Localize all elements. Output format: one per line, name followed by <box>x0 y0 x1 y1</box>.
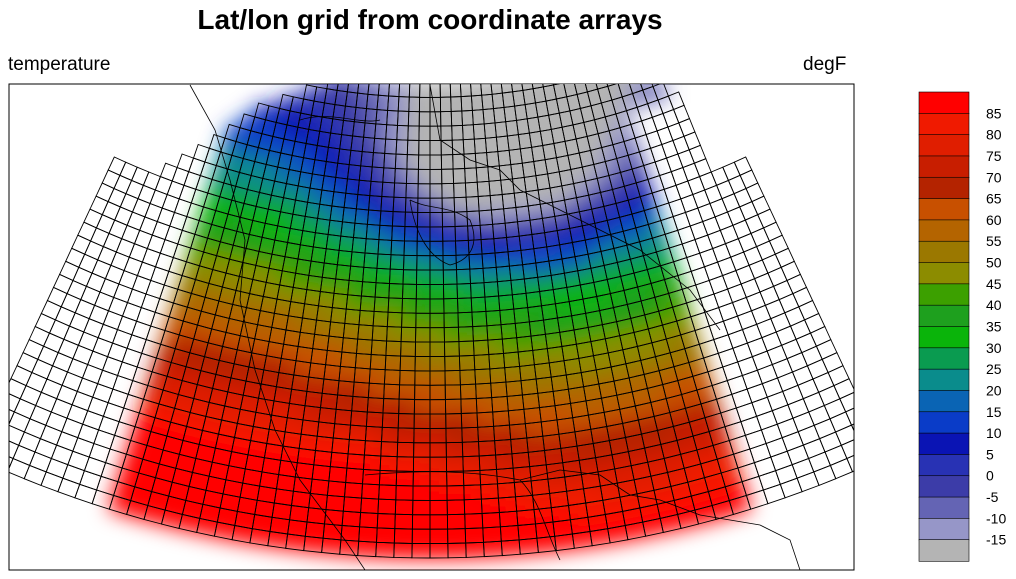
colorbar-swatch <box>918 411 970 434</box>
colorbar-swatch <box>918 326 970 349</box>
colorbar-label: 75 <box>986 148 1002 164</box>
colorbar: 8580757065605550454035302520151050-5-10-… <box>918 91 1006 562</box>
colorbar-swatch <box>918 432 970 456</box>
colorbar-label: 5 <box>986 446 994 462</box>
variable-label: temperature <box>8 54 111 75</box>
colorbar-label: 80 <box>986 127 1002 143</box>
colorbar-swatch <box>918 368 970 392</box>
colorbar-label: 40 <box>986 297 1002 313</box>
colorbar-label: -10 <box>986 510 1006 526</box>
colorbar-label: -15 <box>986 532 1006 548</box>
plot-title: Lat/lon grid from coordinate arrays <box>197 4 663 35</box>
colorbar-label: 55 <box>986 233 1002 249</box>
colorbar-swatch <box>918 219 970 242</box>
colorbar-label: 30 <box>986 340 1002 356</box>
colorbar-swatch <box>918 347 970 370</box>
colorbar-swatch <box>918 518 970 541</box>
colorbar-label: 0 <box>986 468 994 484</box>
colorbar-label: 50 <box>986 255 1002 271</box>
colorbar-swatch <box>918 283 970 306</box>
colorbar-swatch <box>918 496 970 519</box>
colorbar-label: 15 <box>986 404 1002 420</box>
colorbar-label: 65 <box>986 191 1002 207</box>
colorbar-swatch <box>918 176 970 200</box>
colorbar-swatch <box>918 475 970 498</box>
colorbar-swatch <box>918 454 970 477</box>
colorbar-swatch <box>918 113 970 136</box>
colorbar-swatch <box>918 198 970 221</box>
colorbar-label: 25 <box>986 361 1002 377</box>
colorbar-swatch <box>918 539 970 562</box>
colorbar-swatch <box>918 134 970 157</box>
colorbar-swatch <box>918 91 970 114</box>
colorbar-swatch <box>918 390 970 413</box>
colorbar-label: 35 <box>986 319 1002 335</box>
colorbar-label: 60 <box>986 212 1002 228</box>
colorbar-swatch <box>918 155 970 178</box>
colorbar-swatch <box>918 240 970 264</box>
colorbar-label: 45 <box>986 276 1002 292</box>
colorbar-label: 85 <box>986 105 1002 121</box>
colorbar-swatch <box>918 262 970 285</box>
colorbar-label: 10 <box>986 425 1002 441</box>
colorbar-label: -5 <box>986 489 999 505</box>
colorbar-label: 20 <box>986 383 1002 399</box>
colorbar-label: 70 <box>986 169 1002 185</box>
colorbar-swatch <box>918 304 970 328</box>
units-label: degF <box>803 54 847 75</box>
lat-lon-grid <box>9 84 854 559</box>
